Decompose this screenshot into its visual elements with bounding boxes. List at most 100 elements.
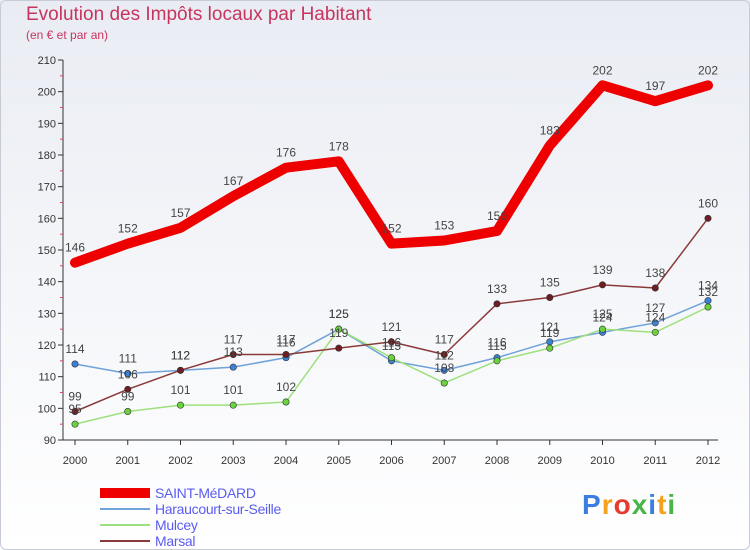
data-point (229, 401, 237, 409)
data-label: 134 (698, 279, 718, 293)
y-tick-label: 100 (38, 403, 56, 415)
legend-swatch (100, 488, 150, 498)
logo-letter: t (657, 489, 668, 520)
data-label: 197 (645, 79, 665, 93)
data-point (335, 325, 343, 333)
logo-letter: r (601, 489, 614, 520)
data-label: 133 (487, 282, 507, 296)
data-point (71, 420, 79, 428)
data-label: 176 (276, 146, 296, 160)
data-point (546, 293, 554, 301)
data-point (651, 328, 659, 336)
data-label: 108 (434, 361, 454, 375)
logo-letter: x (631, 489, 649, 520)
data-point (177, 366, 185, 374)
data-label: 152 (381, 222, 401, 236)
data-label: 167 (223, 174, 243, 188)
data-point (335, 344, 343, 352)
data-label: 124 (645, 310, 665, 324)
data-label: 121 (540, 320, 560, 334)
data-point (440, 379, 448, 387)
data-labels: 146 152 157 167 176 178 152 153 156 183 202 197 202 1… (65, 63, 718, 416)
data-point (704, 214, 712, 222)
data-label: 112 (435, 348, 454, 362)
data-point (598, 281, 606, 289)
data-point (651, 284, 659, 292)
data-point (387, 354, 395, 362)
data-label: 111 (119, 352, 138, 366)
legend-swatch (100, 508, 150, 510)
data-label: 113 (224, 345, 243, 359)
data-point (229, 363, 237, 371)
y-tick-label: 210 (38, 55, 56, 67)
data-point (440, 366, 448, 374)
x-tick-label: 2008 (485, 455, 509, 467)
data-label: 125 (329, 307, 349, 321)
y-tick-label: 120 (38, 340, 56, 352)
data-label: 116 (276, 336, 295, 350)
y-tick-label: 170 (38, 182, 56, 194)
data-point (229, 350, 237, 358)
data-label: 121 (381, 320, 401, 334)
x-tick-label: 2009 (538, 455, 562, 467)
data-point (71, 360, 79, 368)
x-tick-label: 2003 (221, 455, 245, 467)
data-label: 102 (276, 380, 296, 394)
data-point (440, 350, 448, 358)
series-lines (70, 80, 713, 425)
legend-label: Haraucourt-sur-Seille (155, 501, 281, 517)
y-tick-label: 130 (38, 308, 56, 320)
y-tick-label: 90 (44, 435, 56, 447)
data-label: 135 (540, 276, 560, 290)
data-point (704, 303, 712, 311)
x-tick-label: 2006 (379, 455, 403, 467)
data-label: 119 (540, 326, 559, 340)
data-label: 156 (487, 209, 507, 223)
data-point (177, 401, 185, 409)
chart-legend: SAINT-MéDARD Haraucourt-sur-Seille Mulcey M… (100, 485, 281, 549)
legend-item: SAINT-MéDARD (100, 485, 281, 501)
logo-letter: i (667, 489, 677, 520)
y-tick-label: 110 (38, 372, 56, 384)
data-label: 99 (121, 390, 135, 404)
data-point (124, 369, 132, 377)
data-point (493, 300, 501, 308)
data-label: 116 (487, 336, 506, 350)
data-label: 124 (592, 310, 612, 324)
data-label: 114 (65, 342, 84, 356)
legend-label: SAINT-MéDARD (155, 485, 256, 501)
x-tick-label: 2000 (63, 455, 87, 467)
data-label: 132 (698, 285, 718, 299)
data-point (124, 385, 132, 393)
y-tick-label: 150 (38, 245, 56, 257)
data-point (387, 338, 395, 346)
data-label: 202 (592, 63, 612, 77)
data-label: 101 (223, 383, 243, 397)
data-label: 157 (170, 206, 190, 220)
data-label: 112 (171, 348, 190, 362)
legend-item: Mulcey (100, 517, 281, 533)
logo-letter: i (648, 489, 658, 520)
data-label: 127 (645, 301, 665, 315)
legend-label: Marsal (155, 533, 196, 549)
data-point (71, 407, 79, 415)
legend-label: Mulcey (155, 517, 198, 533)
data-label: 117 (435, 333, 454, 347)
x-tick-label: 2010 (590, 455, 614, 467)
data-label: 202 (698, 63, 718, 77)
data-label: 153 (434, 219, 454, 233)
data-label: 139 (592, 263, 612, 277)
data-label: 112 (171, 348, 190, 362)
data-label: 99 (68, 390, 82, 404)
data-label: 106 (118, 367, 138, 381)
data-point (124, 407, 132, 415)
data-label: 178 (329, 139, 349, 153)
logo-letter: o (613, 489, 632, 520)
legend-item: Haraucourt-sur-Seille (100, 501, 281, 517)
data-label: 101 (170, 383, 190, 397)
data-label: 117 (276, 333, 295, 347)
data-label: 116 (382, 336, 401, 350)
legend-swatch (100, 524, 150, 526)
data-point (282, 350, 290, 358)
data-label: 95 (68, 402, 82, 416)
